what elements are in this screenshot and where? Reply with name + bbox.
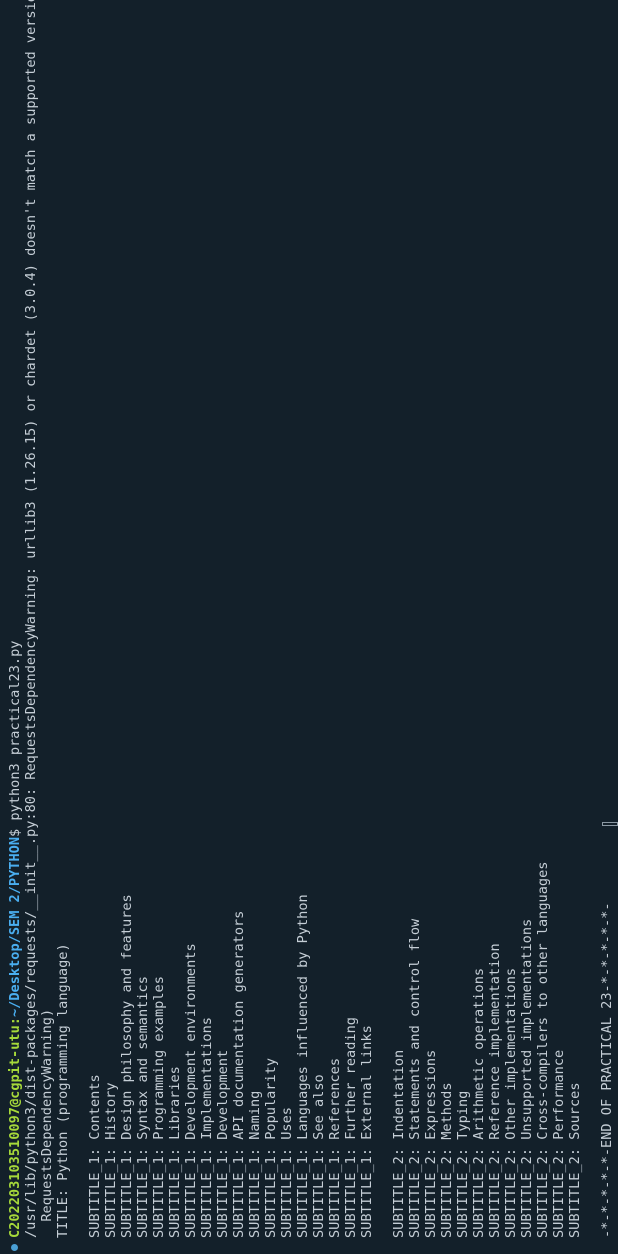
subtitle-line: SUBTITLE_1: Contents xyxy=(87,1074,103,1238)
subtitle-line: SUBTITLE_1: See also xyxy=(311,1074,327,1238)
subtitle-line: SUBTITLE_1: Syntax and semantics xyxy=(135,976,151,1238)
subtitle-line: SUBTITLE_1: Further reading xyxy=(343,1017,359,1238)
blank-line xyxy=(71,0,87,1254)
subtitle-line: SUBTITLE_2: Methods xyxy=(439,1082,455,1239)
output: /usr/lib/python3/dist-packages/requests/… xyxy=(23,0,615,1254)
subtitle-line: SUBTITLE_1: Development environments xyxy=(183,943,199,1238)
subtitle-line: SUBTITLE_1: History xyxy=(103,1082,119,1239)
subtitle-line: SUBTITLE_1: Languages influenced by Pyth… xyxy=(295,894,311,1238)
blank-line xyxy=(375,0,391,1254)
subtitle-line: SUBTITLE_1: Implementations xyxy=(199,1017,215,1238)
subtitle-line: SUBTITLE_1: External links xyxy=(359,1025,375,1238)
subtitle-line: SUBTITLE_1: Programming examples xyxy=(151,976,167,1238)
subtitle-line: SUBTITLE_1: Design philosophy and featur… xyxy=(119,894,135,1238)
warning-line: /usr/lib/python3/dist-packages/requests/… xyxy=(23,0,39,1238)
subtitle-line: SUBTITLE_2: Arithmetic operations xyxy=(471,967,487,1238)
subtitle-line: SUBTITLE_1: Naming xyxy=(247,1090,263,1238)
subtitle-line: SUBTITLE_2: Cross-compilers to other lan… xyxy=(535,861,551,1238)
title-line: TITLE: Python (programming language) xyxy=(55,943,71,1238)
subtitle-line: SUBTITLE_2: Statements and control flow xyxy=(407,918,423,1238)
prompt-user: C202203103510097@cgpit-utu: xyxy=(7,1017,23,1238)
subtitle-line: SUBTITLE_1: Libraries xyxy=(167,1066,183,1238)
subtitle-line: SUBTITLE_2: Expressions xyxy=(423,1049,439,1238)
subtitle-line: SUBTITLE_2: Other implementations xyxy=(503,967,519,1238)
status-dot xyxy=(11,1244,18,1251)
subtitle-line: SUBTITLE_1: Development xyxy=(215,1049,231,1238)
prompt-command: $ python3 practical23.py xyxy=(7,640,23,837)
subtitle-line: SUBTITLE_1: Popularity xyxy=(263,1057,279,1238)
footer-line: -*-*-*-*-*-END OF PRACTICAL 23-*-*-*-*-*… xyxy=(599,902,615,1238)
warning-line: RequestsDependencyWarning) xyxy=(39,1008,55,1238)
subtitle-line: SUBTITLE_1: API documentation generators xyxy=(231,910,247,1238)
cursor xyxy=(602,822,618,826)
blank-line xyxy=(583,0,599,1254)
subtitle-line: SUBTITLE_2: Indentation xyxy=(391,1049,407,1238)
subtitle-line: SUBTITLE_2: Sources xyxy=(567,1082,583,1239)
subtitle-line: SUBTITLE_2: Reference implementation xyxy=(487,943,503,1238)
prompt-path: ~/Desktop/SEM 2/PYTHON xyxy=(7,836,23,1018)
subtitle-line: SUBTITLE_1: References xyxy=(327,1057,343,1238)
subtitle-line: SUBTITLE_1: Uses xyxy=(279,1107,295,1238)
subtitle-line: SUBTITLE_2: Unsupported implementations xyxy=(519,918,535,1238)
prompt-line: C202203103510097@cgpit-utu:~/Desktop/SEM… xyxy=(7,0,23,1254)
subtitle-line: SUBTITLE_2: Typing xyxy=(455,1090,471,1238)
subtitle-line: SUBTITLE_2: Performance xyxy=(551,1049,567,1238)
